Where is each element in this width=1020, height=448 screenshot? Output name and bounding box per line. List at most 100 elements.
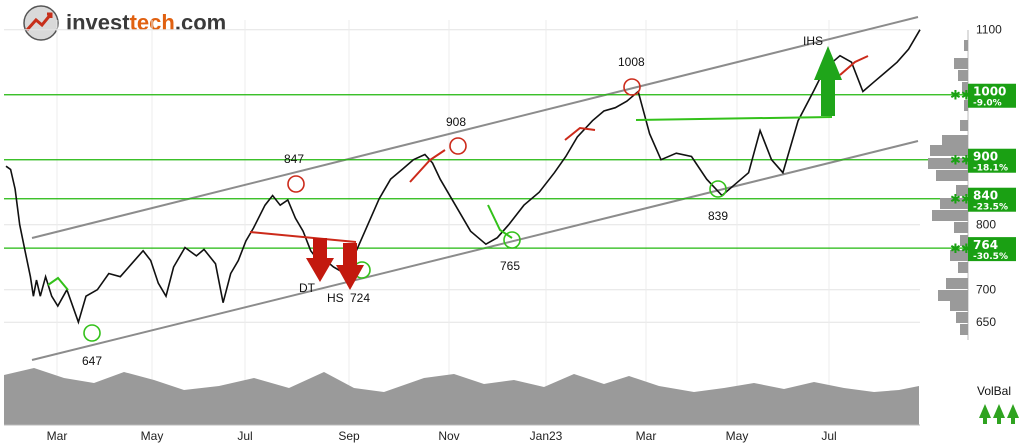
up-segment-3 xyxy=(839,55,869,76)
y-tick-1100: 1100 xyxy=(976,23,1002,37)
level-star-icon: ✱✱ xyxy=(950,241,972,256)
anno-label-ihs: IHS xyxy=(803,34,823,48)
anno-label-847: 847 xyxy=(284,152,304,166)
volume-profile-bar xyxy=(940,198,968,209)
anno-label-765: 765 xyxy=(500,259,520,273)
volume-profile-bar xyxy=(954,222,968,233)
level-value-1000: 1000 xyxy=(973,85,1006,99)
anno-label-hs: HS xyxy=(327,291,344,305)
volume-profile-bar xyxy=(956,312,968,323)
anno-circle-765 xyxy=(503,231,521,249)
level-pct-764: -30.5% xyxy=(973,252,1008,262)
investtech-logo[interactable]: investtech.com xyxy=(23,5,226,41)
volume-profile-bar xyxy=(960,235,968,246)
volume-profile-bar xyxy=(964,100,968,111)
volume-profile-bar xyxy=(928,158,968,169)
volume-profile-bar xyxy=(932,210,968,221)
volume-shape xyxy=(4,368,919,425)
volume-profile-bar xyxy=(956,185,968,196)
anno-circle-839 xyxy=(709,180,727,198)
down-segment-2 xyxy=(47,276,69,291)
x-tick-jan23: Jan23 xyxy=(530,429,563,443)
sell-arrow-dt-icon xyxy=(306,238,334,282)
level-pct-900: -18.1% xyxy=(973,164,1008,174)
gridlines xyxy=(4,20,920,425)
logo-text-invest: invest xyxy=(66,10,130,35)
buy-arrow-ihs-icon xyxy=(814,46,842,116)
channel-lower-line xyxy=(31,140,919,361)
volbal-arrows-icon xyxy=(979,404,1019,424)
anno-label-908: 908 xyxy=(446,115,466,129)
ihs-neckline xyxy=(635,116,833,121)
volume-profile-bar xyxy=(930,145,968,156)
level-box-900 xyxy=(968,148,1016,173)
level-star-icon: ✱✱ xyxy=(950,192,972,207)
volume-profile-bar xyxy=(954,58,968,69)
level-box-764 xyxy=(968,237,1016,262)
hs-neckline xyxy=(249,231,357,243)
y-tick-800: 800 xyxy=(976,218,996,232)
y-tick-700: 700 xyxy=(976,283,996,297)
x-tick-mar: Mar xyxy=(636,429,657,443)
anno-circle-908 xyxy=(449,137,467,155)
level-star-icon: ✱✱ xyxy=(950,153,972,168)
anno-label-dt: DT xyxy=(299,281,316,295)
signal-arrows xyxy=(306,46,842,290)
volume-profile-bar xyxy=(960,120,968,131)
volume-profile-bar xyxy=(942,135,968,146)
anno-circle-1008 xyxy=(623,78,641,96)
volume-profile-bar xyxy=(950,300,968,311)
bottom-axis: Mar May Jul Sep Nov Jan23 Mar May Jul xyxy=(4,424,920,443)
x-tick-may: May xyxy=(726,429,749,443)
trend-channel xyxy=(31,16,919,361)
volume-profile-bar xyxy=(958,262,968,273)
volume-profile-bar xyxy=(938,290,968,301)
x-tick-may: May xyxy=(141,429,164,443)
anno-circle-647 xyxy=(83,324,101,342)
sell-arrow-hs-icon xyxy=(336,243,364,290)
volume-profile-bar xyxy=(960,324,968,335)
anno-circle-847 xyxy=(287,175,305,193)
support-lines xyxy=(4,94,965,249)
down-segment-1 xyxy=(487,204,513,239)
volume-profile-bar xyxy=(964,40,968,51)
plot-area: 647 847 908 1008 839 765 724 DT HS IHS xyxy=(4,16,965,425)
up-segment-1 xyxy=(409,149,446,183)
anno-label-1008: 1008 xyxy=(618,55,645,69)
x-tick-nov: Nov xyxy=(438,429,459,443)
volume-profile-bar xyxy=(962,82,968,93)
anno-label-839: 839 xyxy=(708,209,728,223)
x-tick-jul: Jul xyxy=(237,429,252,443)
level-value-840: 840 xyxy=(973,189,998,203)
volbal-label: VolBal xyxy=(977,384,1011,398)
level-box-1000 xyxy=(968,83,1016,108)
volume-profile-bar xyxy=(946,278,968,289)
level-star-icon: ✱✱ xyxy=(950,88,972,103)
volume-profile-bar xyxy=(958,70,968,81)
anno-label-647: 647 xyxy=(82,354,102,368)
price-series-line xyxy=(5,29,921,325)
svg-text:investtech.com: investtech.com xyxy=(66,10,226,35)
logo-text-com: .com xyxy=(175,10,226,35)
up-segment-2 xyxy=(564,126,596,141)
level-pct-840: -23.5% xyxy=(973,203,1008,213)
level-value-764: 764 xyxy=(973,238,998,252)
annotations: 647 847 908 1008 839 765 724 DT HS IHS xyxy=(82,34,823,368)
volume-profile-bar xyxy=(936,170,968,181)
logo-mark-icon xyxy=(23,5,59,41)
volume-profile-bar xyxy=(950,250,968,261)
level-pct-1000: -9.0% xyxy=(973,99,1002,109)
x-tick-jul: Jul xyxy=(821,429,836,443)
channel-upper-line xyxy=(31,16,919,239)
level-box-840 xyxy=(968,187,1016,212)
anno-label-724: 724 xyxy=(350,291,370,305)
volume-area xyxy=(4,368,919,425)
x-tick-sep: Sep xyxy=(338,429,360,443)
price-line xyxy=(5,29,921,325)
volume-balance: VolBal xyxy=(977,384,1019,424)
right-axis: 11008007006501000-9.0%✱✱900-18.1%✱✱840-2… xyxy=(928,23,1016,340)
x-tick-mar: Mar xyxy=(47,429,68,443)
y-tick-650: 650 xyxy=(976,315,996,329)
